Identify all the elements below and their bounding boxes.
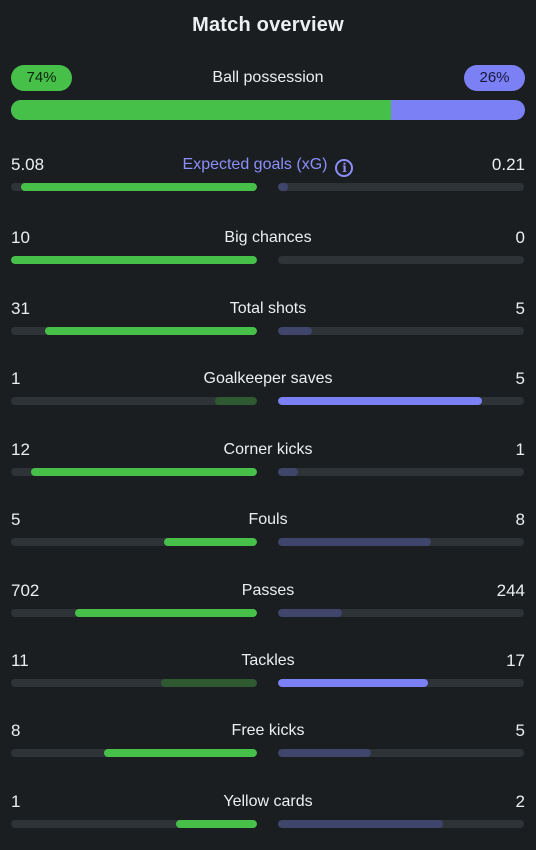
stat-label: Expected goals (xG) i — [11, 155, 525, 177]
away-value: 0 — [515, 228, 525, 247]
home-bar-fill — [161, 679, 257, 687]
away-bar-track — [278, 397, 524, 405]
away-bar-track — [278, 538, 524, 546]
away-value: 1 — [515, 440, 525, 459]
home-bar-track — [11, 256, 257, 264]
possession-bar — [11, 100, 525, 120]
away-bar-fill — [278, 397, 483, 405]
stat-label-text: Expected goals (xG) — [182, 156, 328, 173]
away-bar-track — [278, 749, 524, 757]
away-bar-fill — [278, 609, 342, 617]
home-bar-fill — [74, 609, 257, 617]
stat-row-goalkeeper-saves: 1 Goalkeeper saves 5 — [11, 369, 525, 415]
away-value: 5 — [515, 299, 525, 318]
stat-label-text: Free kicks — [231, 722, 305, 739]
home-value: 1 — [11, 369, 21, 388]
away-bar-track — [278, 679, 524, 687]
home-value: 702 — [11, 581, 40, 600]
stat-label: Tackles — [11, 651, 525, 671]
home-bar-fill — [175, 820, 257, 828]
away-bar-track — [278, 468, 524, 476]
stat-label-text: Corner kicks — [223, 441, 313, 458]
away-value: 2 — [515, 792, 525, 811]
home-value: 10 — [11, 228, 30, 247]
away-bar-fill — [278, 820, 443, 828]
stat-label-text: Tackles — [241, 652, 295, 669]
away-bar-track — [278, 183, 524, 191]
away-value: 5 — [515, 369, 525, 388]
stat-row-yellow-cards: 1 Yellow cards 2 — [11, 792, 525, 838]
stat-label: Big chances — [11, 228, 525, 248]
home-bar-track — [11, 749, 257, 757]
away-value: 8 — [515, 510, 525, 529]
home-bar-track — [11, 183, 257, 191]
stat-label: Total shots — [11, 299, 525, 319]
stat-label-text: Yellow cards — [223, 793, 313, 810]
away-bar-fill — [278, 468, 298, 476]
stat-row-corner-kicks: 12 Corner kicks 1 — [11, 440, 525, 486]
stat-row-passes: 702 Passes 244 — [11, 581, 525, 627]
away-bar-fill — [278, 679, 429, 687]
away-bar-track — [278, 609, 524, 617]
home-bar-fill — [163, 538, 257, 546]
home-bar-track — [11, 397, 257, 405]
stat-label-text: Fouls — [248, 511, 288, 528]
home-value: 5.08 — [11, 155, 45, 174]
away-value: 5 — [515, 721, 525, 740]
stat-row-total-shots: 31 Total shots 5 — [11, 299, 525, 345]
home-bar-fill — [45, 327, 257, 335]
home-bar-fill — [215, 397, 257, 405]
stat-row-expected-goals-xg: 5.08 Expected goals (xG) i 0.21 — [11, 155, 525, 201]
page-title: Match overview — [192, 14, 344, 36]
home-value: 11 — [11, 651, 29, 670]
stat-label: Corner kicks — [11, 440, 525, 460]
stat-row-big-chances: 10 Big chances 0 — [11, 228, 525, 274]
away-bar-fill — [278, 327, 313, 335]
away-value: 17 — [506, 651, 525, 670]
away-bar-track — [278, 327, 524, 335]
stat-label: Goalkeeper saves — [11, 369, 525, 389]
home-value: 12 — [11, 440, 30, 459]
home-bar-track — [11, 327, 257, 335]
stat-label: Yellow cards — [11, 792, 525, 812]
info-icon[interactable]: i — [335, 159, 354, 177]
home-bar-fill — [11, 256, 257, 264]
away-bar-fill — [278, 183, 288, 191]
home-possession-fill — [11, 100, 392, 120]
home-value: 8 — [11, 721, 21, 740]
stat-row-free-kicks: 8 Free kicks 5 — [11, 721, 525, 767]
stat-label-text: Big chances — [224, 229, 312, 246]
possession-label: Ball possession — [212, 69, 324, 86]
stat-label: Fouls — [11, 510, 525, 530]
stat-label: Free kicks — [11, 721, 525, 741]
home-possession-badge: 74% — [11, 65, 72, 91]
home-bar-track — [11, 820, 257, 828]
home-bar-fill — [104, 749, 257, 757]
away-bar-track — [278, 820, 524, 828]
home-bar-track — [11, 679, 257, 687]
stat-label-text: Total shots — [229, 300, 307, 317]
home-value: 31 — [11, 299, 30, 318]
home-bar-track — [11, 468, 257, 476]
home-bar-fill — [20, 183, 257, 191]
away-possession-badge: 26% — [464, 65, 525, 91]
stat-row-fouls: 5 Fouls 8 — [11, 510, 525, 556]
home-bar-fill — [30, 468, 257, 476]
home-bar-track — [11, 609, 257, 617]
away-value: 244 — [496, 581, 525, 600]
home-value: 1 — [11, 792, 21, 811]
possession-row: 74% Ball possession 26% — [11, 65, 525, 91]
stat-label-text: Passes — [241, 582, 295, 599]
stat-label: Passes — [11, 581, 525, 601]
away-bar-fill — [278, 749, 372, 757]
away-value: 0.21 — [491, 155, 525, 174]
home-bar-track — [11, 538, 257, 546]
stat-label-text: Goalkeeper saves — [203, 370, 333, 387]
away-bar-track — [278, 256, 524, 264]
home-value: 5 — [11, 510, 21, 529]
stat-row-tackles: 11 Tackles 17 — [11, 651, 525, 697]
away-bar-fill — [278, 538, 431, 546]
